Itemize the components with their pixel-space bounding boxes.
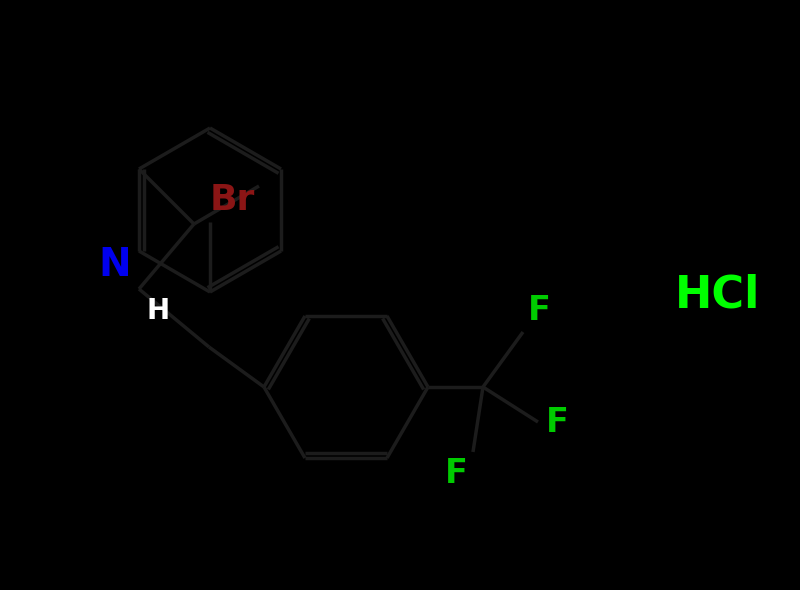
Text: N: N xyxy=(98,246,131,284)
Text: Br: Br xyxy=(210,183,255,217)
Text: F: F xyxy=(445,457,468,490)
Text: F: F xyxy=(546,405,569,438)
Text: H: H xyxy=(147,297,170,325)
Text: HCl: HCl xyxy=(674,274,760,316)
Text: F: F xyxy=(528,294,551,327)
